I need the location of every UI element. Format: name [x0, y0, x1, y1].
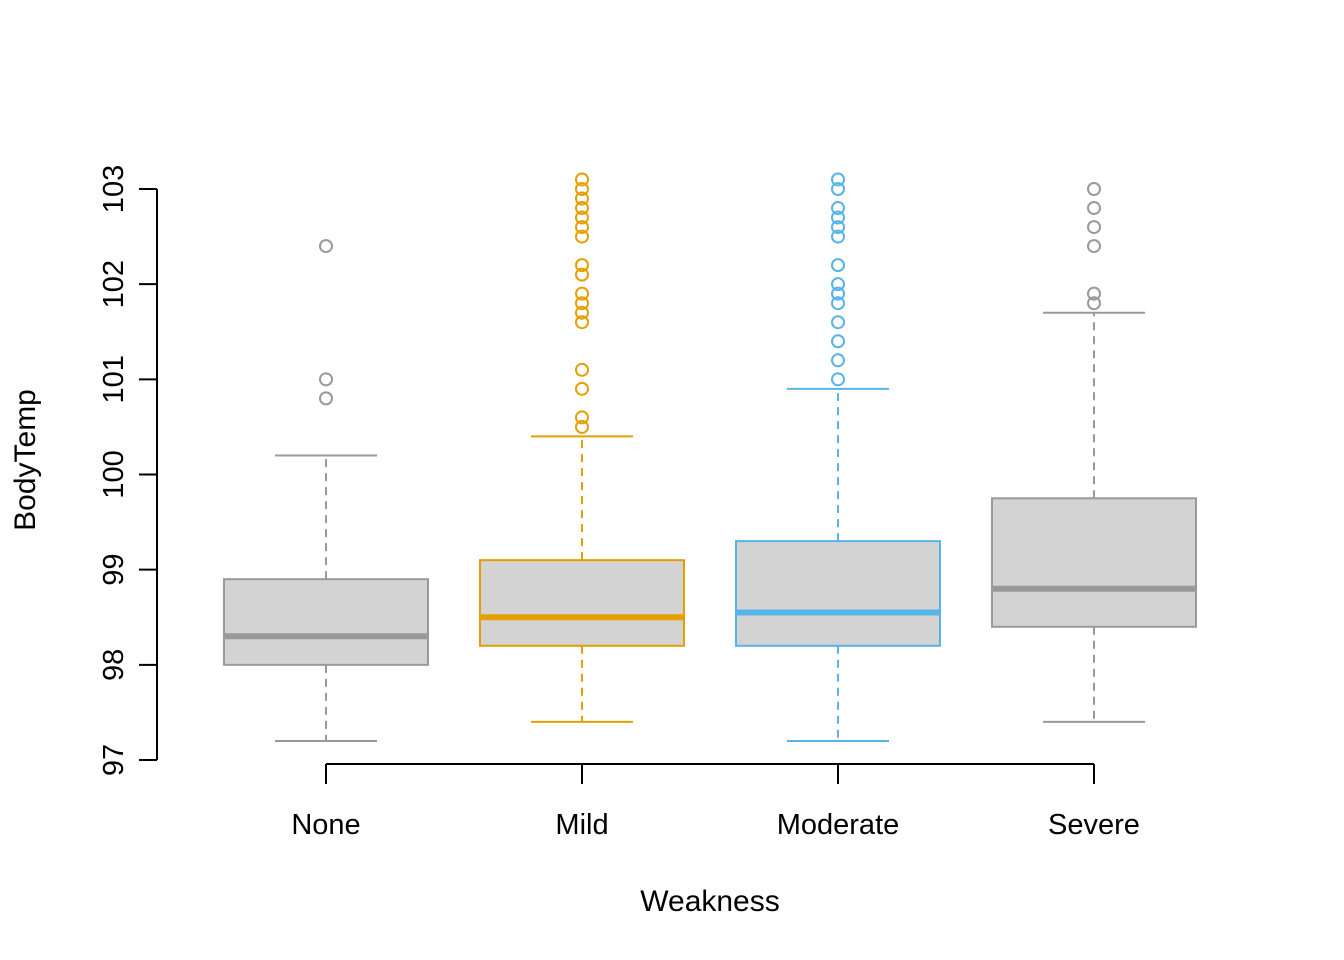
outlier-point	[575, 381, 589, 396]
outlier-point	[831, 277, 845, 292]
outlier-point	[831, 286, 845, 301]
outlier-point	[575, 220, 589, 235]
outlier-point	[319, 372, 333, 387]
x-axis-title: Weakness	[640, 885, 780, 918]
y-tick-label: 97	[98, 744, 130, 776]
outlier-point	[575, 172, 589, 187]
outlier-point	[575, 286, 589, 301]
y-tick-label: 99	[98, 554, 130, 586]
y-tick-label: 98	[98, 649, 130, 681]
x-axis: None Mild Moderate Severe	[291, 763, 1140, 841]
y-tick-label: 102	[98, 260, 130, 308]
outlier-point	[575, 191, 589, 206]
x-tick-label: Mild	[555, 809, 608, 841]
x-tick-label: Severe	[1048, 809, 1140, 841]
outlier-point	[1087, 296, 1101, 311]
outlier-point	[575, 305, 589, 320]
y-tick-label: 101	[98, 355, 130, 403]
box-mild	[479, 172, 685, 723]
iqr-box	[735, 540, 941, 647]
x-tick-label: Moderate	[777, 809, 900, 841]
outlier-point	[831, 172, 845, 187]
outlier-point	[575, 315, 589, 330]
y-tick-label: 100	[98, 450, 130, 498]
outlier-point	[831, 258, 845, 273]
outlier-point	[831, 353, 845, 368]
outlier-point	[831, 220, 845, 235]
outlier-point	[831, 334, 845, 349]
y-axis-title: BodyTemp	[9, 389, 42, 531]
outlier-point	[575, 267, 589, 282]
boxes	[223, 172, 1197, 742]
y-tick-label: 103	[98, 165, 130, 213]
outlier-point	[831, 201, 845, 216]
x-tick-label: None	[291, 809, 360, 841]
box-moderate	[735, 172, 941, 742]
outlier-point	[575, 201, 589, 216]
outlier-point	[575, 182, 589, 196]
outlier-point	[831, 372, 845, 387]
outlier-point	[831, 315, 845, 330]
outlier-point	[1087, 220, 1101, 235]
iqr-box	[991, 497, 1197, 628]
outlier-point	[1087, 239, 1101, 254]
outlier-point	[575, 210, 589, 225]
outlier-point	[831, 229, 845, 244]
outlier-point	[1087, 182, 1101, 196]
outlier-point	[831, 210, 845, 225]
iqr-box	[223, 578, 429, 666]
outlier-point	[831, 182, 845, 196]
outlier-point	[575, 419, 589, 434]
outlier-point	[319, 239, 333, 254]
outlier-point	[1087, 286, 1101, 301]
iqr-box	[479, 559, 685, 647]
outlier-point	[575, 362, 589, 377]
outlier-point	[575, 229, 589, 244]
outlier-point	[575, 296, 589, 311]
box-severe	[991, 182, 1197, 723]
box-none	[223, 239, 429, 742]
y-axis: 97 98 99 100 101 102 103	[98, 165, 158, 776]
outlier-point	[575, 410, 589, 425]
outlier-point	[1087, 201, 1101, 216]
outlier-point	[319, 391, 333, 406]
outlier-point	[831, 296, 845, 311]
outlier-point	[575, 258, 589, 273]
